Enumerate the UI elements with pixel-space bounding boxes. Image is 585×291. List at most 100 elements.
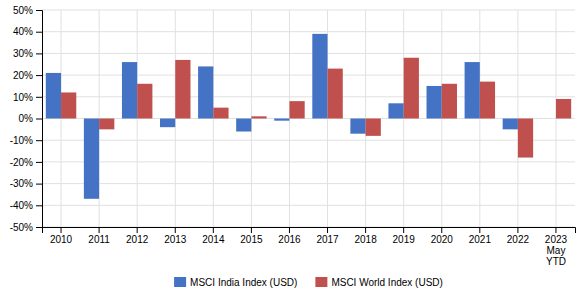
- x-tick-label: 2016: [278, 234, 301, 245]
- y-tick-mark: [36, 75, 42, 76]
- x-tick-label: 2015: [240, 234, 263, 245]
- y-tick-label: -20%: [10, 157, 33, 168]
- x-tick-mark: [517, 227, 518, 233]
- x-tick-mark: [213, 227, 214, 233]
- x-tick-mark: [555, 227, 556, 233]
- x-axis: 2010 2011 2012 2013 2014 2015 2016 2017 2018 2019…: [43, 227, 576, 267]
- bar: [137, 84, 152, 119]
- bar: [328, 69, 343, 119]
- y-tick-mark: [36, 205, 42, 206]
- y-tick-label: -40%: [10, 200, 33, 211]
- x-tick-mark: [365, 227, 366, 233]
- x-tick-label: 2018: [354, 234, 377, 245]
- bars: [46, 34, 571, 199]
- bar: [465, 62, 480, 118]
- bar-series: [61, 58, 571, 158]
- y-tick-label: -50%: [10, 222, 33, 233]
- bar: [46, 73, 61, 119]
- x-tick-label: 2021: [469, 234, 492, 245]
- legend-label: MSCI World Index (USD): [331, 277, 443, 288]
- bar: [61, 92, 76, 118]
- x-tick-mark: [327, 227, 328, 233]
- y-tick-mark: [36, 10, 42, 11]
- y-tick-mark: [36, 53, 42, 54]
- legend-item: MSCI World Index (USD): [315, 277, 443, 288]
- y-tick: -50%: [10, 222, 42, 233]
- bar: [99, 119, 114, 130]
- y-tick: -40%: [10, 200, 42, 211]
- y-tick: 20%: [13, 70, 42, 81]
- bar: [442, 84, 457, 119]
- plot: -50% -40% -30% -20% -10% 0% 10% 20% 30% 40% 50% 201…: [10, 5, 576, 267]
- x-tick-label: 2013: [164, 234, 187, 245]
- bar: [251, 116, 266, 118]
- bar: [518, 119, 533, 158]
- bar: [503, 119, 518, 130]
- bar: [122, 62, 137, 118]
- x-tick-mark: [289, 227, 290, 233]
- y-tick-label: 0%: [19, 113, 34, 124]
- bar: [350, 119, 365, 134]
- x-tick-label: 2011: [88, 234, 110, 245]
- y-grid-line: [42, 205, 575, 206]
- bar: [404, 58, 419, 119]
- y-tick-mark: [36, 227, 42, 228]
- x-tick-label: 2019: [393, 234, 416, 245]
- x-tick: 2013: [164, 227, 187, 245]
- x-tick-mark: [61, 227, 62, 233]
- x-tick: 2020: [431, 227, 454, 245]
- bar-series: [46, 34, 518, 199]
- x-axis-line: [43, 228, 576, 234]
- x-tick-mark: [175, 227, 176, 233]
- x-tick: 2016: [278, 227, 301, 245]
- y-tick: 30%: [13, 48, 42, 59]
- bar: [175, 60, 190, 119]
- x-tick-label: 2012: [126, 234, 149, 245]
- x-tick-label: 2014: [202, 234, 225, 245]
- x-tick: 2018: [354, 227, 377, 245]
- bar: [213, 108, 228, 119]
- bar: [541, 118, 556, 119]
- y-grid-line: [42, 53, 575, 54]
- x-tick-mark: [403, 227, 404, 233]
- bar: [289, 101, 304, 118]
- y-tick: -20%: [10, 157, 42, 168]
- bar: [388, 103, 403, 118]
- x-tick-label: 2022: [507, 234, 530, 245]
- y-tick: -30%: [10, 178, 42, 189]
- x-tick: 2019: [393, 227, 416, 245]
- x-tick-label: 2010: [50, 234, 73, 245]
- legend-swatch: [315, 277, 327, 287]
- grid: [42, 10, 575, 227]
- bar: [427, 86, 442, 119]
- y-tick-mark: [36, 140, 42, 141]
- y-grid-line: [42, 183, 575, 184]
- x-tick-mark: [99, 227, 100, 233]
- x-tick: 2014: [202, 227, 225, 245]
- bar: [84, 119, 99, 199]
- y-tick-mark: [36, 162, 42, 163]
- y-tick: 40%: [13, 26, 42, 37]
- x-tick-label: 2023MayYTD: [545, 234, 568, 267]
- bar: [236, 119, 251, 132]
- x-tick: 2010: [50, 227, 73, 245]
- y-tick-label: 50%: [13, 5, 33, 16]
- x-tick: 2023MayYTD: [545, 227, 568, 267]
- x-tick: 2022: [507, 227, 530, 245]
- y-grid-line: [42, 161, 575, 162]
- legend-item: MSCI India Index (USD): [174, 277, 297, 288]
- legend-swatch: [174, 277, 186, 287]
- y-tick-mark: [36, 119, 42, 120]
- y-tick-label: 40%: [13, 26, 33, 37]
- bar: [198, 66, 213, 118]
- y-grid-line: [42, 31, 575, 32]
- y-axis: -50% -40% -30% -20% -10% 0% 10% 20% 30% 40% 50%: [10, 5, 43, 233]
- y-tick-mark: [36, 97, 42, 98]
- y-tick: -10%: [10, 135, 42, 146]
- x-tick-mark: [137, 227, 138, 233]
- x-tick-label: 2017: [316, 234, 339, 245]
- bar: [312, 34, 327, 119]
- y-tick-label: 20%: [13, 70, 33, 81]
- y-tick-mark: [36, 184, 42, 185]
- y-tick: 10%: [13, 92, 42, 103]
